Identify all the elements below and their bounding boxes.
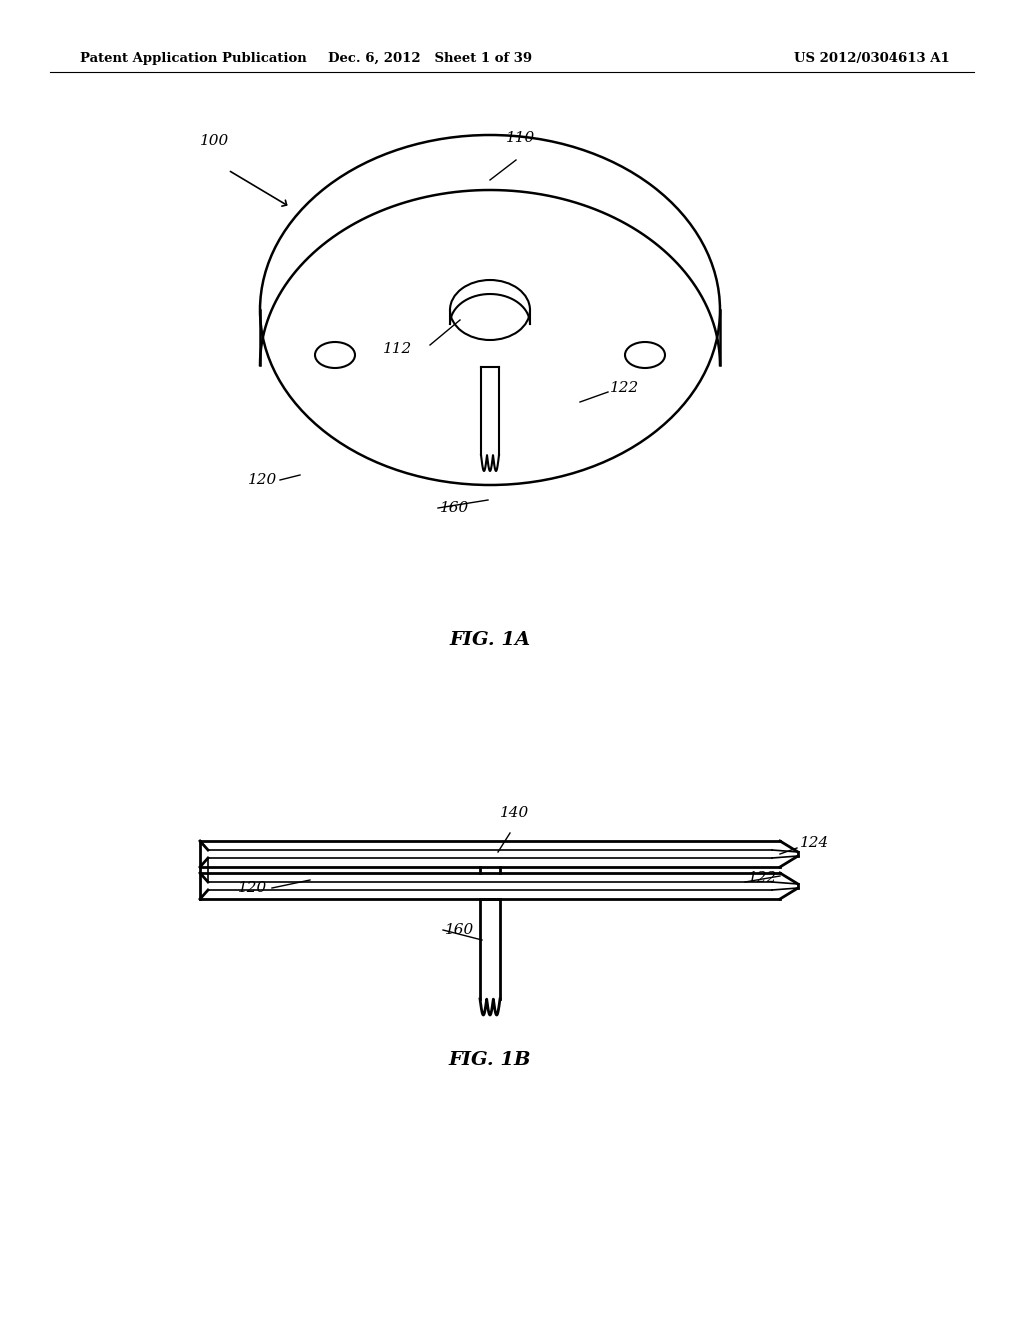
Text: 122: 122 <box>610 381 639 395</box>
Text: Patent Application Publication: Patent Application Publication <box>80 51 307 65</box>
Text: 124: 124 <box>800 836 829 850</box>
Text: 100: 100 <box>200 135 229 148</box>
Text: US 2012/0304613 A1: US 2012/0304613 A1 <box>795 51 950 65</box>
Text: FIG. 1B: FIG. 1B <box>449 1051 531 1069</box>
Text: 140: 140 <box>500 807 529 820</box>
Text: 120: 120 <box>238 880 267 895</box>
Text: 110: 110 <box>506 131 536 145</box>
Text: 120: 120 <box>248 473 278 487</box>
Text: 160: 160 <box>440 502 469 515</box>
Text: 160: 160 <box>445 923 474 937</box>
Text: 122: 122 <box>748 871 777 884</box>
Text: Dec. 6, 2012   Sheet 1 of 39: Dec. 6, 2012 Sheet 1 of 39 <box>328 51 532 65</box>
Text: 112: 112 <box>383 342 413 356</box>
Text: FIG. 1A: FIG. 1A <box>450 631 530 649</box>
